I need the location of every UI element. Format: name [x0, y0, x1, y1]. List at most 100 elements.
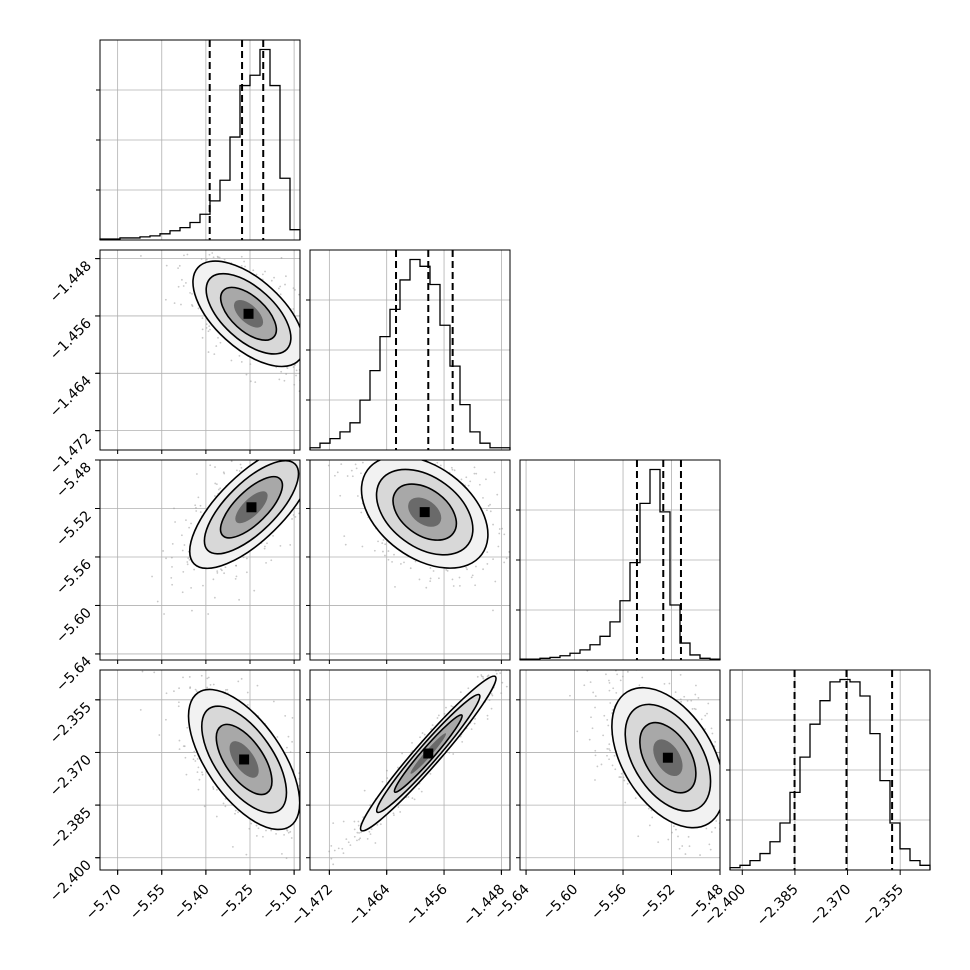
sample-point — [217, 256, 220, 259]
panel-frame — [99, 249, 301, 451]
sample-point — [270, 829, 273, 832]
sample-point — [316, 849, 318, 851]
sample-point — [178, 264, 181, 267]
sample-point — [312, 821, 314, 823]
sample-point — [215, 815, 218, 818]
sample-point — [235, 575, 238, 578]
sample-point — [212, 578, 215, 581]
sample-point — [178, 687, 180, 690]
sample-point — [182, 285, 185, 287]
x-axis: −2.400 −2.385 −2.370 −2.355 — [701, 870, 907, 929]
scatter-panel — [99, 445, 324, 661]
sample-point — [474, 717, 476, 720]
sample-point — [436, 717, 439, 719]
sample-point — [219, 341, 222, 344]
sample-point — [267, 445, 269, 447]
sample-point — [216, 788, 218, 791]
sample-point — [459, 735, 462, 738]
sample-point — [491, 667, 493, 669]
sample-point — [313, 490, 315, 492]
sample-point — [609, 702, 612, 704]
sample-point — [523, 642, 525, 644]
sample-point — [240, 255, 243, 258]
sample-point — [458, 576, 461, 579]
sample-point — [733, 822, 735, 824]
sample-point — [342, 852, 345, 855]
sample-point — [619, 679, 622, 682]
sample-point — [474, 584, 477, 587]
sample-point — [400, 563, 402, 565]
sample-point — [248, 827, 251, 830]
sample-point — [693, 707, 696, 710]
sample-point — [443, 712, 446, 715]
sample-point — [600, 763, 603, 766]
sample-point — [521, 675, 523, 677]
sample-point — [392, 812, 395, 815]
sample-point — [403, 561, 405, 564]
sample-point — [523, 635, 525, 637]
sample-point — [216, 572, 219, 574]
sample-point — [302, 515, 304, 517]
y-tick-label: −5.52 — [53, 508, 95, 550]
sample-point — [257, 827, 260, 830]
sample-point — [222, 471, 225, 474]
sample-point — [199, 511, 202, 513]
sample-point — [290, 837, 293, 839]
sample-point — [704, 728, 706, 731]
sample-point — [283, 379, 286, 382]
sample-point — [726, 758, 728, 760]
sample-point — [242, 556, 245, 559]
sample-point — [231, 845, 234, 848]
sample-point — [307, 850, 309, 852]
sample-point — [504, 664, 506, 666]
sample-point — [478, 483, 481, 486]
sample-point — [289, 830, 292, 833]
density-peak — [662, 752, 673, 763]
sample-point — [325, 831, 327, 833]
sample-point — [214, 466, 216, 468]
sample-point — [503, 656, 505, 658]
sample-point — [294, 515, 297, 518]
sample-point — [473, 722, 476, 725]
y-tick-label: −2.400 — [47, 857, 95, 905]
sample-point — [185, 282, 187, 284]
sample-point — [461, 741, 464, 743]
sample-point — [678, 847, 681, 850]
sample-point — [275, 446, 277, 448]
scatter-panel — [519, 669, 735, 871]
sample-point — [305, 884, 307, 886]
sample-point — [700, 718, 703, 721]
sample-point — [721, 740, 723, 742]
sample-point — [486, 714, 489, 717]
sample-point — [612, 687, 615, 690]
sample-point — [446, 569, 449, 572]
sample-point — [189, 291, 191, 294]
sample-point — [731, 704, 733, 706]
sample-point — [421, 434, 423, 436]
x-tick-label: −2.370 — [806, 882, 854, 930]
sample-point — [173, 690, 175, 693]
sample-point — [451, 468, 454, 471]
sample-point — [486, 551, 489, 554]
inner-ticks — [306, 699, 502, 874]
sample-point — [186, 246, 188, 248]
sample-point — [322, 501, 324, 503]
sample-point — [369, 833, 372, 836]
sample-point — [287, 831, 290, 834]
sample-point — [324, 327, 326, 329]
histogram-panel — [726, 669, 931, 871]
sample-point — [307, 372, 309, 374]
sample-point — [383, 439, 385, 441]
sample-point — [399, 811, 402, 813]
sample-point — [359, 837, 362, 840]
sample-point — [185, 519, 187, 522]
sample-point — [261, 273, 264, 276]
x-tick-label: −5.52 — [637, 882, 679, 924]
sample-point — [215, 483, 218, 486]
sample-point — [491, 694, 494, 697]
sample-point — [488, 699, 491, 702]
sample-point — [366, 837, 369, 840]
sample-point — [418, 578, 421, 581]
sample-point — [377, 540, 379, 543]
sample-point — [448, 751, 451, 754]
